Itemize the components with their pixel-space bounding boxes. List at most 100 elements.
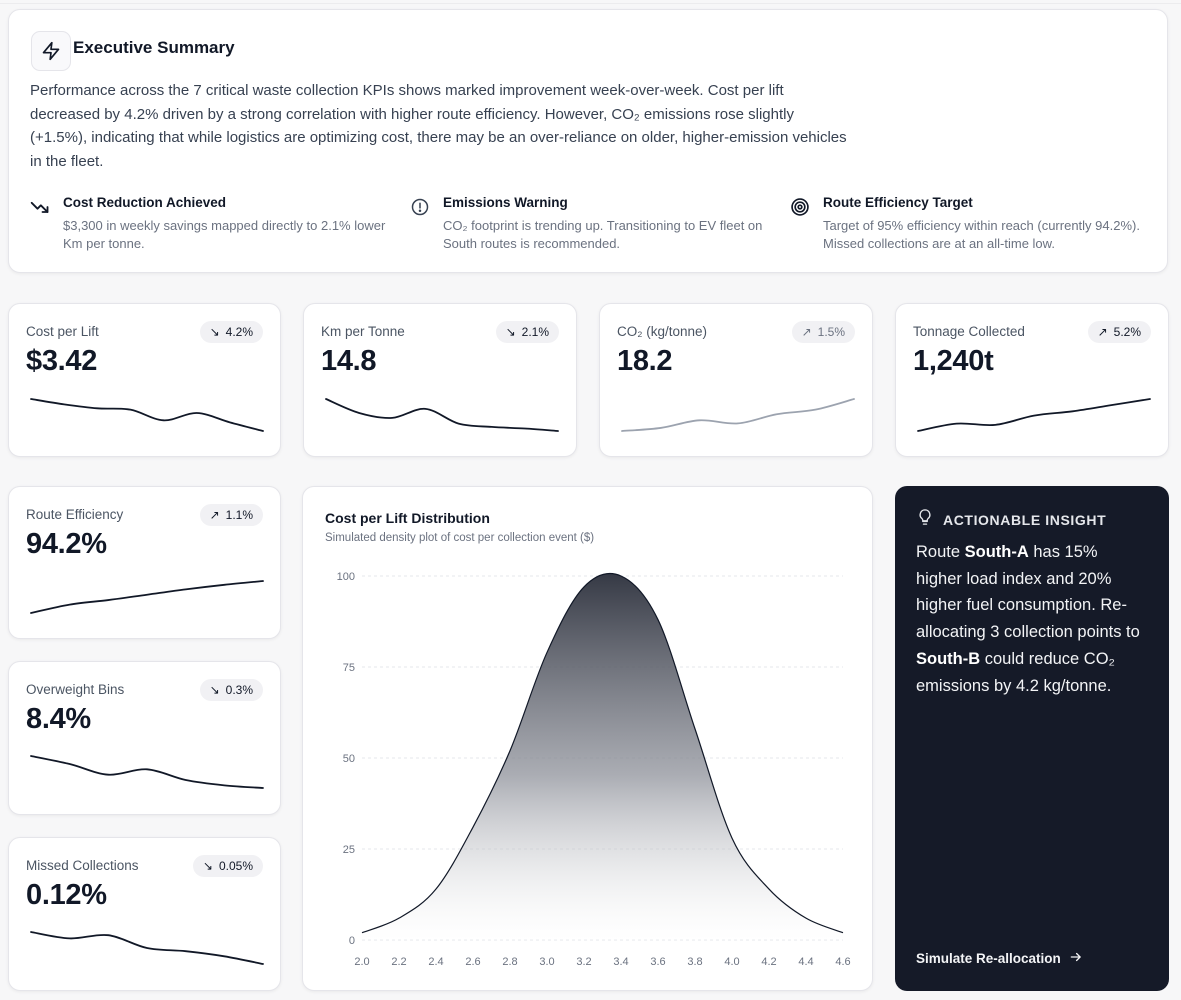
kpi-card-route-efficiency[interactable]: Route Efficiency ↗ 1.1% 94.2%	[8, 486, 281, 639]
kpi-card-co2[interactable]: CO₂ (kg/tonne) ↗ 1.5% 18.2	[599, 303, 873, 457]
alert-circle-icon	[410, 197, 430, 217]
kpi-value: 94.2%	[26, 528, 107, 560]
insight-text: Route	[916, 543, 965, 561]
kpi-label: CO₂ (kg/tonne)	[617, 324, 708, 339]
kpi-label: Route Efficiency	[26, 507, 124, 522]
top-border	[0, 0, 1181, 4]
chart-title: Cost per Lift Distribution	[325, 510, 490, 526]
kpi-value: 1,240t	[913, 345, 994, 377]
button-label: Simulate Re-allocation	[916, 951, 1061, 966]
density-chart: 0 25 50 75 100 2.0 2.2 2.4 2.6 2.8 3.0 3.2 3.4 3.6 3.8…	[337, 571, 851, 968]
callout-title: Route Efficiency Target	[823, 195, 973, 210]
kpi-value: 8.4%	[26, 703, 91, 735]
kpi-label: Km per Tonne	[321, 324, 405, 339]
kpi-change: 0.05%	[218, 859, 253, 873]
callout-title: Emissions Warning	[443, 195, 568, 210]
chart-subtitle: Simulated density plot of cost per colle…	[325, 532, 595, 544]
insight-text: could reduce CO₂ emissions by 4.2 kg/ton…	[916, 649, 1115, 695]
executive-summary-card: Executive Summary Performance across the…	[8, 9, 1168, 273]
kpi-label: Overweight Bins	[26, 682, 125, 697]
x-tick-label: 2.0	[354, 956, 369, 968]
arrow-up-right-icon: ↗	[209, 508, 220, 522]
kpi-label: Cost per Lift	[26, 324, 99, 339]
x-tick-label: 2.8	[502, 956, 517, 968]
kpi-label: Missed Collections	[26, 858, 139, 873]
x-tick-label: 4.0	[724, 956, 739, 968]
x-tick-label: 2.6	[465, 956, 480, 968]
kpi-change-badge: ↘ 0.3%	[199, 679, 263, 701]
kpi-change: 1.1%	[225, 508, 253, 522]
x-tick-label: 2.4	[428, 956, 443, 968]
lightbulb-icon	[916, 508, 934, 531]
x-tick-label: 2.2	[391, 956, 406, 968]
kpi-sparkline	[30, 755, 264, 789]
route-name-to: South-B	[916, 649, 981, 668]
kpi-change-badge: ↗ 1.1%	[199, 504, 263, 526]
x-tick-label: 4.2	[761, 956, 776, 968]
route-name-from: South-A	[964, 543, 1029, 561]
kpi-sparkline	[917, 398, 1151, 432]
sparkline-path	[30, 398, 264, 432]
trending-down-icon	[30, 197, 50, 217]
insight-text: has 15% higher load index and 20% higher…	[916, 543, 1140, 642]
kpi-card-missed-collections[interactable]: Missed Collections ↘ 0.05% 0.12%	[8, 837, 281, 991]
sparkline-path	[621, 398, 855, 432]
arrow-down-right-icon: ↘	[209, 683, 220, 697]
kpi-card-km-per-tonne[interactable]: Km per Tonne ↘ 2.1% 14.8	[303, 303, 577, 457]
callout-text: $3,300 in weekly savings mapped directly…	[63, 218, 386, 251]
arrow-right-icon	[1069, 950, 1083, 967]
x-tick-label: 3.6	[650, 956, 665, 968]
kpi-card-tonnage-collected[interactable]: Tonnage Collected ↗ 5.2% 1,240t	[895, 303, 1169, 457]
y-tick-label: 100	[337, 571, 355, 583]
kpi-change: 2.1%	[521, 325, 549, 339]
sparkline-path	[30, 755, 264, 789]
kpi-card-overweight-bins[interactable]: Overweight Bins ↘ 0.3% 8.4%	[8, 661, 281, 815]
kpi-change-badge: ↗ 1.5%	[791, 321, 855, 343]
summary-title: Executive Summary	[73, 38, 235, 57]
x-tick-label: 4.4	[798, 956, 813, 968]
x-tick-label: 3.8	[687, 956, 702, 968]
insight-header: ACTIONABLE INSIGHT	[916, 508, 1106, 531]
kpi-change-badge: ↘ 2.1%	[495, 321, 559, 343]
kpi-value: $3.42	[26, 345, 98, 377]
simulate-reallocation-button[interactable]: Simulate Re-allocation	[916, 950, 1083, 967]
arrow-down-right-icon: ↘	[505, 325, 516, 339]
kpi-sparkline	[325, 398, 559, 432]
y-tick-label: 50	[343, 753, 355, 765]
sparkline-path	[30, 931, 264, 965]
kpi-change: 5.2%	[1113, 325, 1141, 339]
kpi-sparkline	[30, 580, 264, 614]
kpi-sparkline	[30, 931, 264, 965]
kpi-change-badge: ↘ 0.05%	[192, 855, 263, 877]
x-tick-label: 3.4	[613, 956, 628, 968]
kpi-label: Tonnage Collected	[913, 324, 1025, 339]
arrow-down-right-icon: ↘	[209, 325, 220, 339]
kpi-value: 14.8	[321, 345, 377, 377]
summary-body: Performance across the 7 critical waste …	[30, 82, 847, 170]
sparkline-path	[30, 580, 264, 614]
kpi-value: 18.2	[617, 345, 673, 377]
kpi-sparkline	[621, 398, 855, 432]
x-tick-label: 3.0	[539, 956, 554, 968]
insight-body: Route South-A has 15% higher load index …	[916, 539, 1148, 699]
distribution-chart-card: Cost per Lift Distribution Simulated den…	[302, 486, 873, 991]
arrow-down-right-icon: ↘	[202, 859, 213, 873]
kpi-change: 1.5%	[817, 325, 845, 339]
sparkline-path	[917, 398, 1151, 432]
x-tick-label: 4.6	[835, 956, 850, 968]
x-tick-label: 3.2	[576, 956, 591, 968]
density-line	[361, 573, 844, 934]
callout-text: CO₂ footprint is trending up. Transition…	[443, 218, 763, 251]
insight-heading: ACTIONABLE INSIGHT	[943, 511, 1107, 528]
kpi-card-cost-per-lift[interactable]: Cost per Lift ↘ 4.2% $3.42	[8, 303, 281, 457]
kpi-change: 0.3%	[225, 683, 253, 697]
arrow-up-right-icon: ↗	[1097, 325, 1108, 339]
y-tick-label: 75	[343, 662, 355, 674]
kpi-change-badge: ↗ 5.2%	[1087, 321, 1151, 343]
kpi-change-badge: ↘ 4.2%	[199, 321, 263, 343]
arrow-up-right-icon: ↗	[801, 325, 812, 339]
kpi-sparkline	[30, 398, 264, 432]
y-tick-label: 0	[349, 935, 355, 947]
y-tick-label: 25	[343, 844, 355, 856]
kpi-change: 4.2%	[225, 325, 253, 339]
